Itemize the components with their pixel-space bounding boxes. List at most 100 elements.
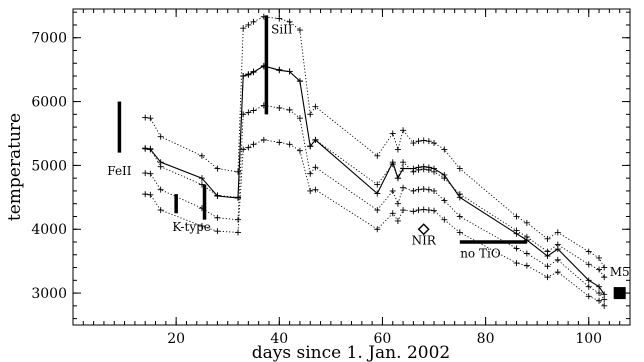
data-point: [389, 130, 396, 137]
data-point: [374, 226, 381, 233]
data-point: [410, 187, 417, 194]
indicator-bars: [117, 15, 527, 244]
data-point: [601, 302, 608, 309]
data-point: [523, 262, 530, 269]
data-point: [312, 186, 319, 193]
data-point: [425, 207, 432, 214]
y-tick-label: 4000: [31, 222, 67, 238]
axis-ticks: 20 40 60 80 100 3000 4000 5000 6000 7000: [31, 9, 631, 347]
data-point: [394, 200, 401, 207]
data-point: [400, 159, 407, 166]
data-point: [601, 296, 608, 303]
data-point: [585, 283, 592, 290]
data-point: [389, 210, 396, 217]
data-point: [400, 207, 407, 214]
data-point: [554, 256, 561, 263]
data-point: [276, 139, 283, 146]
marker-m5: [613, 287, 626, 300]
data-point: [142, 170, 149, 177]
data-point: [147, 170, 154, 177]
data-point: [250, 18, 257, 25]
data-point: [157, 159, 164, 166]
data-point: [420, 206, 427, 213]
data-point: [307, 111, 314, 118]
data-point: [260, 136, 267, 143]
data-point: [157, 207, 164, 214]
data-point: [235, 194, 242, 201]
data-point: [235, 216, 242, 223]
x-axis-title: days since 1. Jan. 2002: [252, 343, 450, 362]
data-point: [554, 246, 561, 253]
data-point: [307, 187, 314, 194]
data-point: [214, 165, 221, 172]
data-point: [374, 190, 381, 197]
data-point: [286, 141, 293, 148]
data-point: [276, 15, 283, 22]
data-point: [245, 109, 252, 116]
data-point: [276, 104, 283, 111]
data-point: [250, 107, 257, 114]
data-point: [400, 184, 407, 191]
data-point: [157, 133, 164, 140]
data-point: [431, 165, 438, 172]
data-point: [554, 229, 561, 236]
annotation-label: NIR: [412, 234, 437, 248]
series-line-upper-dotted: [145, 16, 605, 268]
y-tick-label: 5000: [31, 158, 67, 174]
data-point: [410, 165, 417, 172]
data-point: [307, 170, 314, 177]
data-point: [596, 283, 603, 290]
x-tick-label: 100: [575, 331, 602, 347]
data-point: [513, 213, 520, 220]
data-point: [425, 164, 432, 171]
data-point: [523, 237, 530, 244]
data-point: [523, 219, 530, 226]
data-point: [394, 146, 401, 153]
series-line-lower-mid-dotted: [145, 104, 605, 300]
data-point: [286, 68, 293, 75]
data-point: [544, 263, 551, 270]
data-point: [523, 250, 530, 257]
data-point: [420, 163, 427, 170]
data-point: [250, 141, 257, 148]
annotation-label: M5: [610, 265, 630, 279]
reference-markers: [417, 223, 626, 300]
data-point: [400, 127, 407, 134]
data-point: [601, 274, 608, 281]
data-point: [142, 191, 149, 198]
series-line-upper-mid-dotted: [145, 66, 605, 278]
data-point: [245, 71, 252, 78]
data-point: [296, 147, 303, 154]
data-point: [147, 115, 154, 122]
data-point: [596, 254, 603, 261]
data-point: [389, 159, 396, 166]
data-point: [601, 264, 608, 271]
series-layer: [142, 13, 608, 309]
data-point: [420, 186, 427, 193]
data-point: [250, 69, 257, 76]
data-point: [456, 229, 463, 236]
data-point: [142, 145, 149, 152]
data-point: [240, 73, 247, 80]
data-point: [214, 228, 221, 235]
data-point: [245, 21, 252, 28]
data-point: [198, 175, 205, 182]
y-tick-label: 3000: [31, 286, 67, 302]
data-point: [410, 140, 417, 147]
data-point: [296, 78, 303, 85]
data-point: [456, 213, 463, 220]
data-point: [601, 291, 608, 298]
data-point: [513, 260, 520, 267]
data-point: [544, 235, 551, 242]
data-point: [296, 27, 303, 34]
data-point: [415, 164, 422, 171]
data-point: [431, 187, 438, 194]
data-point: [276, 67, 283, 74]
annotation-label: K-type: [172, 220, 211, 234]
data-point: [296, 115, 303, 122]
data-point: [554, 269, 561, 276]
data-point: [441, 146, 448, 153]
data-point: [420, 137, 427, 144]
series-line-central: [145, 65, 605, 295]
